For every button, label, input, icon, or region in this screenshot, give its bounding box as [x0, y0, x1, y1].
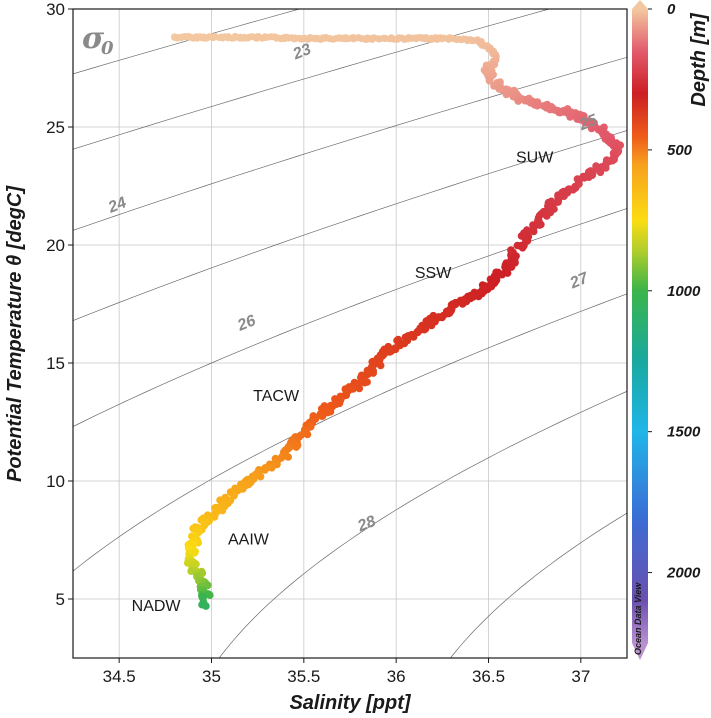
isopycnal-27 — [73, 293, 627, 572]
water-mass-label: SUW — [516, 149, 554, 166]
data-point — [202, 602, 210, 610]
x-tick-label: 37 — [571, 667, 590, 686]
y-tick-label: 25 — [46, 118, 65, 137]
data-point — [200, 519, 209, 528]
contour-labels: 23 24 25 26 27 28 — [105, 41, 601, 536]
colorbar-ticks: 0 500 1000 1500 2000 — [648, 1, 701, 582]
data-point — [195, 577, 203, 585]
water-mass-label: AAIW — [228, 532, 270, 549]
colorbar: 0 500 1000 1500 2000 Depth [m] Ocean Data Vi… — [632, 0, 710, 660]
data-point — [230, 491, 238, 500]
contour-label-26: 26 — [234, 312, 258, 335]
data-point — [458, 300, 467, 308]
watermark: Ocean Data View — [633, 582, 643, 655]
data-point — [204, 581, 212, 590]
sigma-subscript: 0 — [101, 38, 114, 59]
data-point — [198, 569, 207, 578]
colorbar-tick-label: 1000 — [667, 283, 701, 300]
isopycnal-29 — [450, 512, 627, 658]
colorbar-top-arrow — [632, 0, 648, 9]
y-axis-ticks: 5 10 15 20 25 30 — [46, 0, 73, 609]
colorbar-scale — [632, 9, 648, 643]
data-point — [261, 466, 269, 474]
water-mass-label: TACW — [253, 388, 300, 405]
data-point — [318, 412, 327, 420]
x-tick-label: 35 — [202, 667, 221, 686]
data-point — [292, 443, 301, 451]
data-point — [591, 123, 599, 131]
data-point — [485, 77, 494, 85]
y-tick-label: 20 — [46, 236, 65, 255]
x-axis-ticks: 34.5 35 35.5 36 36.5 37 — [103, 658, 590, 686]
data-point — [183, 559, 192, 567]
y-axis-label: Potential Temperature θ [degC] — [4, 185, 26, 482]
colorbar-tick-label: 500 — [667, 142, 693, 159]
y-tick-label: 15 — [46, 354, 65, 373]
data-point — [516, 242, 525, 250]
y-tick-label: 5 — [56, 590, 65, 609]
colorbar-bottom-arrow — [632, 643, 648, 660]
water-mass-label: SSW — [415, 265, 452, 282]
data-point — [533, 101, 542, 110]
data-point — [376, 361, 385, 370]
isopycnal-24 — [73, 56, 627, 231]
data-point — [566, 113, 574, 121]
data-point — [364, 370, 372, 379]
isopycnal-26 — [73, 208, 627, 427]
isopycnal-22 — [73, 9, 301, 75]
contour-label-25: 25 — [576, 111, 601, 134]
x-tick-label: 34.5 — [103, 667, 136, 686]
data-point — [596, 168, 605, 177]
sigma-symbol: σ — [82, 21, 105, 56]
data-point — [218, 506, 227, 515]
data-points — [171, 32, 625, 610]
contour-label-28: 28 — [354, 513, 378, 536]
x-axis-label: Salinity [ppt] — [289, 692, 411, 714]
y-tick-label: 10 — [46, 472, 65, 491]
density-contours — [73, 9, 627, 658]
colorbar-tick-label: 1500 — [667, 424, 701, 441]
contour-label-24: 24 — [105, 194, 129, 217]
data-point — [204, 590, 213, 598]
data-point — [498, 270, 506, 279]
x-tick-label: 35.5 — [287, 667, 320, 686]
x-tick-label: 36 — [387, 667, 406, 686]
data-point — [507, 263, 516, 271]
water-mass-label: NADW — [132, 598, 182, 615]
water-mass-labels: SUW SSW TACW AAIW NADW — [132, 149, 555, 614]
colorbar-tick-label: 2000 — [666, 565, 701, 582]
contour-label-27: 27 — [567, 269, 592, 292]
data-point — [190, 533, 199, 541]
colorbar-label: Depth [m] — [688, 12, 710, 107]
data-point — [514, 97, 522, 105]
data-point — [563, 188, 572, 197]
data-point — [529, 227, 538, 236]
isopycnal-23 — [73, 9, 551, 150]
data-point — [191, 547, 199, 556]
isopycnal-25 — [73, 130, 627, 321]
x-tick-label: 36.5 — [472, 667, 505, 686]
colorbar-tick-label: 0 — [667, 1, 676, 18]
plot-frame — [72, 8, 628, 659]
data-point — [543, 212, 551, 220]
contour-label-23: 23 — [290, 41, 314, 64]
data-point — [544, 202, 552, 211]
y-tick-label: 30 — [46, 0, 65, 19]
data-point — [474, 292, 483, 301]
isopycnal-28 — [218, 390, 627, 658]
